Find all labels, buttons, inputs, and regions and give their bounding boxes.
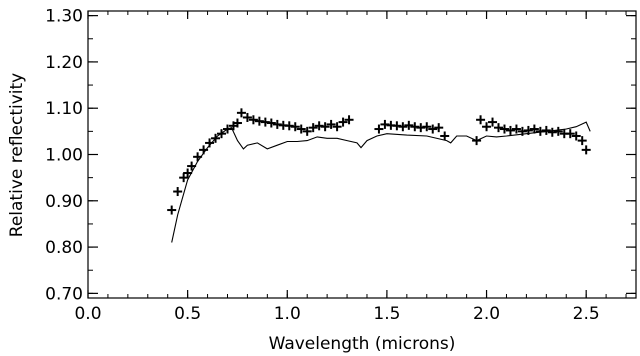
data-point xyxy=(266,118,276,128)
y-tick-label: 1.20 xyxy=(45,53,83,73)
data-point xyxy=(404,120,414,130)
data-point xyxy=(541,125,551,135)
data-point xyxy=(494,123,504,133)
y-tick-label: 1.00 xyxy=(45,146,83,166)
data-point xyxy=(248,115,258,125)
x-tick-label: 1.5 xyxy=(373,304,400,324)
data-point xyxy=(581,145,591,155)
y-tick-label: 0.70 xyxy=(45,284,83,304)
data-point xyxy=(242,112,252,122)
data-point xyxy=(505,125,515,135)
y-tick-label: 0.90 xyxy=(45,192,83,212)
data-point xyxy=(511,124,521,134)
data-point xyxy=(179,173,189,183)
data-point xyxy=(434,123,444,133)
data-point xyxy=(344,115,354,125)
x-tick-label: 2.5 xyxy=(573,304,600,324)
y-axis-title: Relative reflectivity xyxy=(7,73,27,237)
axes-layer: 0.0 0.5 1.0 1.5 2.0 2.5 0.70 0.80 0.90 1.00 1.10 1.… xyxy=(45,7,636,324)
data-point xyxy=(577,136,587,146)
data-point xyxy=(167,205,177,215)
data-point xyxy=(173,187,183,197)
y-tick-label: 1.30 xyxy=(45,7,83,27)
data-point xyxy=(320,122,330,132)
data-point xyxy=(440,131,450,141)
data-point xyxy=(326,119,336,129)
x-tick-label: 0.5 xyxy=(174,304,201,324)
data-point xyxy=(290,122,300,132)
data-point xyxy=(183,168,193,178)
data-point xyxy=(308,123,318,133)
data-point xyxy=(565,129,575,139)
series-layer xyxy=(167,108,591,243)
data-point xyxy=(571,131,581,141)
data-point xyxy=(488,117,498,127)
data-point xyxy=(482,122,492,132)
x-axis-title: Wavelength (microns) xyxy=(269,334,456,354)
plot-frame xyxy=(87,10,637,299)
x-tick-label: 0.0 xyxy=(74,304,101,324)
data-point xyxy=(332,122,342,132)
data-point xyxy=(296,124,306,134)
x-tick-label: 1.0 xyxy=(274,304,301,324)
data-point xyxy=(529,124,539,134)
x-tick-label: 2.0 xyxy=(473,304,500,324)
data-point xyxy=(422,122,432,132)
data-point xyxy=(553,126,563,136)
data-point xyxy=(499,124,509,134)
model-spectrum-line xyxy=(171,121,591,243)
data-point xyxy=(374,124,384,134)
y-tick-label: 0.80 xyxy=(45,238,83,258)
y-tick-label: 1.10 xyxy=(45,99,83,119)
data-point xyxy=(338,117,348,127)
data-point xyxy=(428,124,438,134)
data-point xyxy=(236,108,246,118)
data-point xyxy=(302,126,312,136)
data-point xyxy=(232,118,242,128)
data-point xyxy=(398,122,408,132)
data-point xyxy=(476,115,486,125)
